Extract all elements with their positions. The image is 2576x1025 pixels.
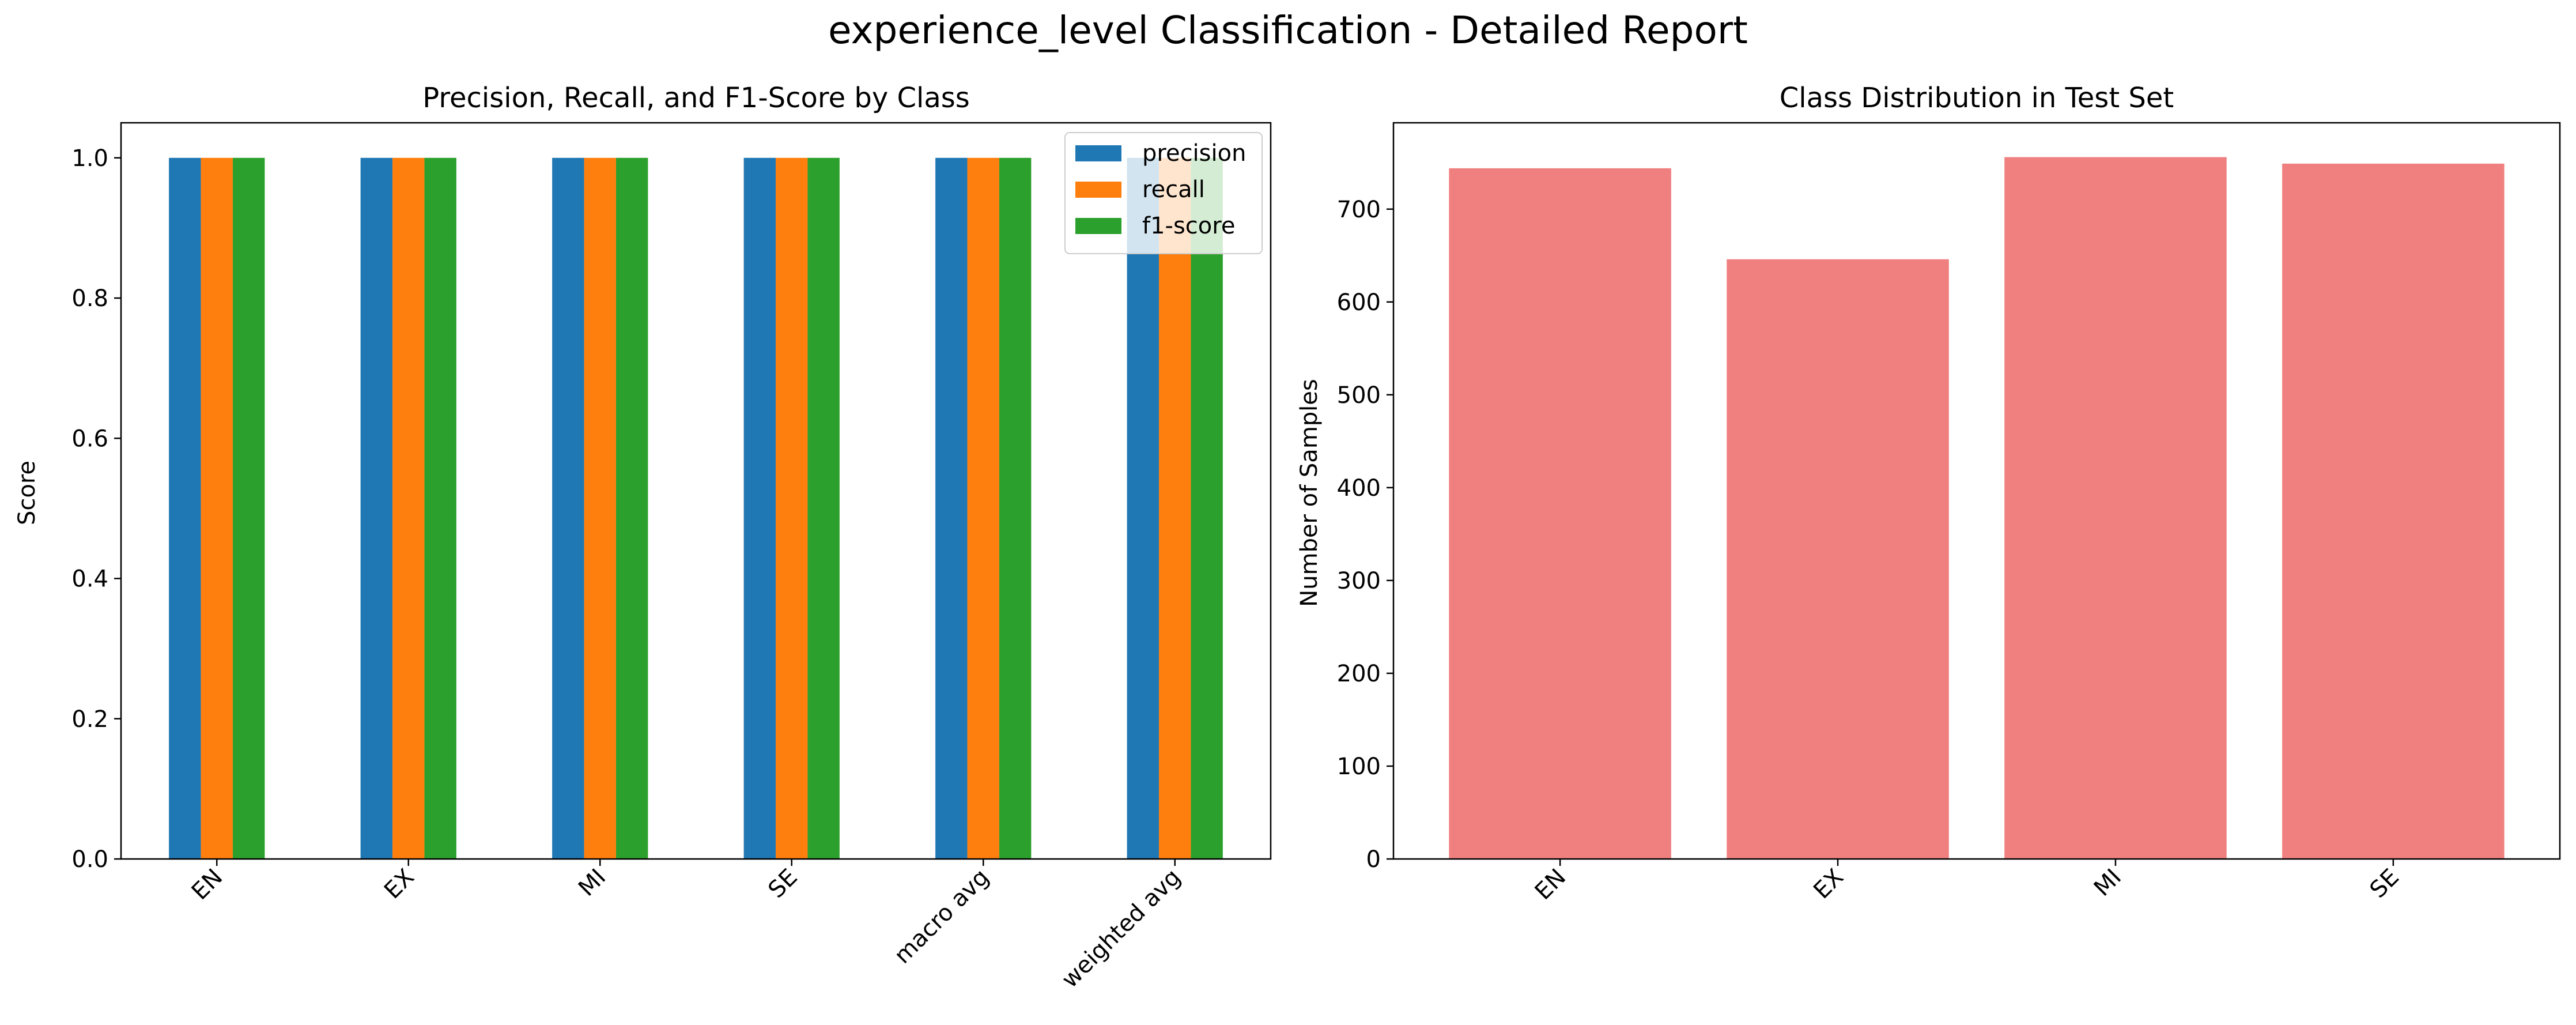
bar-precision-EN (169, 157, 201, 859)
x-tick-label-MI: MI (573, 864, 611, 902)
bar-precision-weighted-avg (1127, 157, 1159, 859)
legend-label-recall: recall (1142, 176, 1205, 203)
figure-suptitle: experience_level Classification - Detail… (828, 8, 1748, 52)
x-tick-label-EN: EN (1530, 864, 1572, 906)
bar-precision-SE (743, 157, 776, 859)
bar-recall-SE (776, 157, 808, 859)
scores-y-axis-label: Score (14, 461, 40, 525)
bar-recall-macro-avg (967, 157, 999, 859)
y-tick-label-1-1: 100 (1337, 753, 1381, 780)
bar-EN (1449, 168, 1671, 859)
bar-f1-score-macro-avg (999, 157, 1032, 859)
y-tick-label-0-5: 1.0 (71, 145, 108, 172)
bar-f1-score-EX (424, 157, 456, 859)
y-tick-label-0-2: 0.4 (71, 566, 108, 593)
y-tick-label-0-0: 0.0 (71, 846, 108, 873)
y-tick-label-1-0: 0 (1366, 846, 1381, 873)
axes-frame-0 (120, 122, 1272, 860)
bar-f1-score-weighted-avg (1191, 157, 1223, 859)
bar-recall-MI (584, 157, 616, 859)
x-tick-label-EX: EX (379, 864, 420, 905)
x-tick-label-EN: EN (187, 864, 228, 906)
x-tick-label-weighted-avg: weighted avg (1057, 864, 1186, 993)
legend-label-precision: precision (1142, 140, 1246, 167)
bar-f1-score-EN (232, 157, 265, 859)
y-tick-label-1-2: 200 (1337, 661, 1381, 687)
distribution-chart-panel: Class Distribution in Test Set Number of… (1296, 82, 2561, 906)
bar-SE (2282, 163, 2505, 859)
bar-f1-score-MI (615, 157, 648, 859)
bar-recall-EX (392, 157, 425, 859)
bar-precision-MI (552, 157, 584, 859)
bar-MI (2004, 157, 2227, 859)
y-tick-label-0-4: 0.8 (71, 285, 108, 312)
bar-precision-EX (360, 157, 393, 859)
bar-f1-score-SE (807, 157, 840, 859)
bar-recall-EN (201, 157, 233, 859)
plot-area-0 (169, 157, 1223, 859)
x-tick-label-macro-avg: macro avg (889, 864, 994, 969)
y-tick-label-0-3: 0.6 (71, 425, 108, 452)
y-tick-label-0-1: 0.2 (71, 706, 108, 733)
y-tick-label-1-4: 400 (1337, 475, 1381, 502)
distribution-chart-title: Class Distribution in Test Set (1780, 82, 2174, 114)
bar-EX (1727, 259, 1949, 859)
y-tick-label-1-7: 700 (1337, 197, 1381, 223)
y-tick-label-1-6: 600 (1337, 289, 1381, 316)
scores-chart-panel: Precision, Recall, and F1-Score by Class… (14, 82, 1272, 993)
bar-precision-macro-avg (935, 157, 968, 859)
legend-swatch-precision (1075, 145, 1121, 161)
x-tick-label-SE: SE (2365, 864, 2404, 903)
y-tick-label-1-3: 300 (1337, 568, 1381, 594)
legend: precision recall f1-score (1064, 132, 1263, 254)
bar-recall-weighted-avg (1159, 157, 1191, 859)
x-tick-label-EX: EX (1808, 864, 1849, 905)
x-tick-label-SE: SE (763, 864, 802, 903)
axes-frame-1 (1392, 122, 2561, 860)
legend-label-f1-score: f1-score (1142, 213, 1235, 239)
scores-chart-title: Precision, Recall, and F1-Score by Class (422, 82, 970, 114)
legend-swatch-recall (1075, 182, 1121, 198)
distribution-y-axis-label: Number of Samples (1296, 379, 1323, 607)
plot-area-1 (1449, 157, 2505, 859)
x-tick-label-MI: MI (2089, 864, 2126, 902)
legend-swatch-f1-score (1075, 218, 1121, 234)
y-tick-label-1-5: 500 (1337, 382, 1381, 409)
